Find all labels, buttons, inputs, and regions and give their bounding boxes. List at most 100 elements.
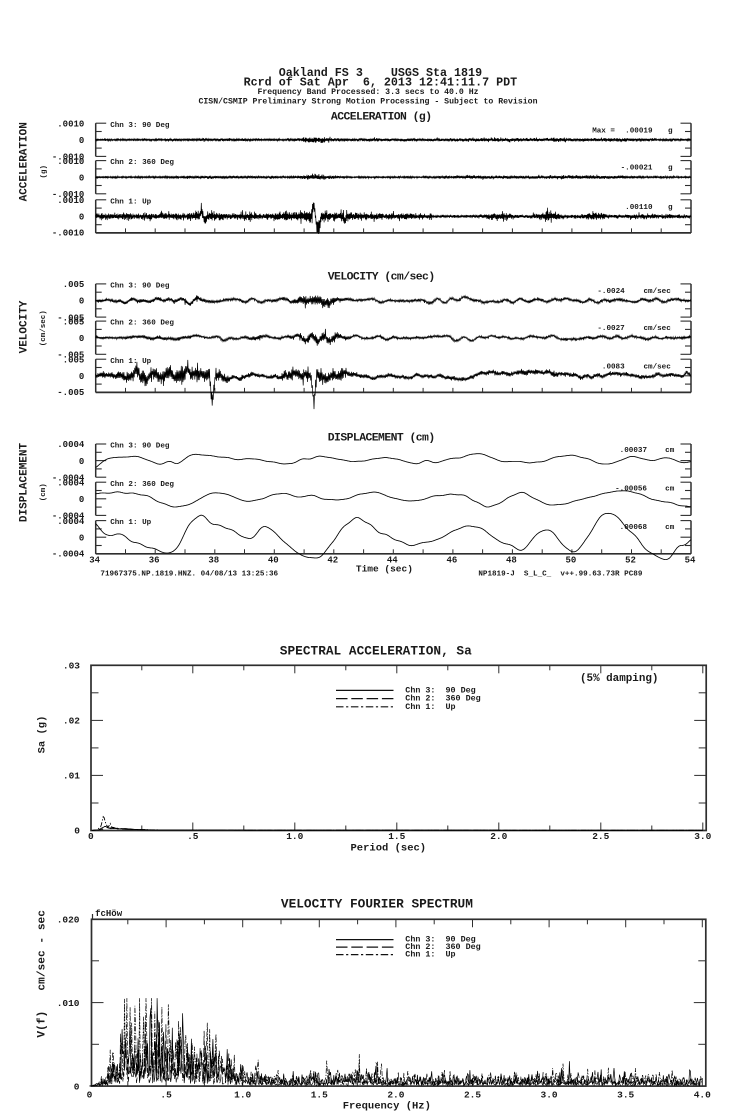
svg-text:.00037: .00037: [620, 447, 648, 455]
svg-text:4.0: 4.0: [694, 1090, 711, 1101]
svg-text:0: 0: [87, 1090, 93, 1101]
svg-text:71967375.NP.1819.HNZ. 04/08/13: 71967375.NP.1819.HNZ. 04/08/13 13:25:36: [100, 570, 278, 578]
svg-text:.02: .02: [63, 716, 80, 727]
svg-text:.020: .020: [57, 914, 80, 925]
svg-text:DISPLACEMENT (cm): DISPLACEMENT (cm): [328, 432, 435, 444]
svg-text:38: 38: [208, 555, 219, 565]
svg-text:0: 0: [79, 334, 84, 344]
svg-text:.0010: .0010: [57, 196, 84, 206]
svg-text:Chn 2: 360 Deg: Chn 2: 360 Deg: [110, 320, 174, 328]
svg-text:52: 52: [625, 555, 636, 565]
svg-text:cm: cm: [665, 486, 675, 494]
svg-text:3.0: 3.0: [694, 831, 711, 842]
svg-text:Sa (g): Sa (g): [37, 716, 49, 754]
svg-text:Chn 1: Up: Chn 1: Up: [110, 198, 151, 206]
svg-text:Chn 1: Up: Chn 1: Up: [110, 358, 151, 366]
svg-text:DISPLACEMENT: DISPLACEMENT: [18, 442, 30, 522]
svg-text:SPECTRAL ACCELERATION, Sa: SPECTRAL ACCELERATION, Sa: [280, 643, 472, 658]
svg-text:-.0024: -.0024: [597, 288, 625, 296]
svg-text:.0010: .0010: [57, 157, 84, 167]
svg-text:-.005: -.005: [57, 351, 84, 361]
svg-text:.5: .5: [160, 1090, 172, 1101]
svg-text:Oakland FS 3 USGS Sta 1819: Oakland FS 3 USGS Sta 1819: [279, 66, 482, 80]
svg-text:fcHöw: fcHöw: [95, 909, 123, 919]
svg-text:cm/sec: cm/sec: [643, 325, 671, 333]
svg-text:.0004: .0004: [57, 478, 85, 488]
svg-text:NP1819-J S_L_C_ v++.99.63.73: NP1819-J S_L_C_ v++.99.63.73R PC89: [478, 570, 642, 578]
svg-text:-.0004: -.0004: [52, 473, 85, 483]
svg-text:36: 36: [149, 555, 160, 565]
svg-text:1.5: 1.5: [388, 831, 405, 842]
svg-text:Max =: Max =: [592, 127, 615, 135]
svg-text:Chn 1: Up: Chn 1: Up: [110, 519, 151, 527]
svg-text:Chn 2: 360 Deg: Chn 2: 360 Deg: [110, 481, 174, 489]
svg-text:.00019: .00019: [625, 127, 653, 135]
svg-text:-.00021: -.00021: [621, 165, 653, 173]
svg-text:-.0010: -.0010: [52, 228, 84, 238]
svg-text:-.00056: -.00056: [615, 486, 647, 494]
svg-text:Chn 2: 360 Deg: Chn 2: 360 Deg: [405, 942, 480, 952]
svg-text:g: g: [668, 165, 673, 173]
svg-text:-.0010: -.0010: [52, 153, 84, 163]
svg-text:ACCELERATION (g): ACCELERATION (g): [331, 111, 432, 123]
svg-text:V(f) cm/sec - sec: V(f) cm/sec - sec: [37, 910, 49, 1038]
svg-text:Frequency (Hz): Frequency (Hz): [343, 1100, 431, 1112]
svg-text:VELOCITY FOURIER SPECTRUM: VELOCITY FOURIER SPECTRUM: [281, 897, 473, 912]
svg-text:Rcrd of Sat Apr 6, 2013 12:41: Rcrd of Sat Apr 6, 2013 12:41:11.7 PDT: [244, 76, 518, 90]
svg-text:CISN/CSMIP Preliminary Strong: CISN/CSMIP Preliminary Strong Motion Pro…: [198, 97, 537, 107]
svg-text:0: 0: [79, 457, 84, 467]
svg-text:0: 0: [79, 495, 84, 505]
svg-text:Chn 3: 90 Deg: Chn 3: 90 Deg: [405, 685, 475, 695]
svg-text:(5% damping): (5% damping): [580, 673, 658, 685]
svg-text:cm: cm: [665, 447, 675, 455]
svg-text:(g): (g): [40, 165, 48, 179]
svg-text:0: 0: [79, 297, 84, 307]
svg-text:Chn 2: 360 Deg: Chn 2: 360 Deg: [405, 694, 480, 704]
svg-text:VELOCITY: VELOCITY: [18, 300, 30, 353]
svg-text:cm/sec: cm/sec: [643, 288, 671, 296]
svg-text:Period (sec): Period (sec): [350, 843, 426, 855]
svg-text:0: 0: [79, 533, 84, 543]
svg-text:Chn 3: 90 Deg: Chn 3: 90 Deg: [110, 443, 170, 451]
svg-text:.01: .01: [63, 771, 80, 782]
svg-text:-.005: -.005: [57, 388, 84, 398]
svg-text:0: 0: [79, 213, 84, 223]
svg-text:0: 0: [74, 1081, 80, 1092]
svg-text:cm/sec: cm/sec: [643, 363, 671, 371]
svg-text:Frequency Band Processed: 3.3: Frequency Band Processed: 3.3 secs to 40…: [257, 87, 478, 97]
svg-text:2.0: 2.0: [490, 831, 507, 842]
svg-text:1.0: 1.0: [234, 1090, 251, 1101]
svg-text:2.5: 2.5: [592, 831, 609, 842]
svg-text:34: 34: [89, 555, 100, 565]
svg-text:cm: cm: [665, 524, 675, 532]
svg-text:VELOCITY (cm/sec): VELOCITY (cm/sec): [328, 272, 435, 284]
svg-text:Chn 2: 360 Deg: Chn 2: 360 Deg: [110, 159, 174, 167]
svg-text:48: 48: [506, 555, 517, 565]
svg-text:.0010: .0010: [57, 119, 84, 129]
svg-text:.5: .5: [187, 831, 199, 842]
svg-text:Time (sec): Time (sec): [356, 563, 413, 574]
svg-text:42: 42: [327, 555, 338, 565]
svg-text:0: 0: [79, 136, 84, 146]
svg-text:44: 44: [387, 555, 398, 565]
svg-text:3.0: 3.0: [541, 1090, 558, 1101]
svg-text:46: 46: [446, 555, 457, 565]
svg-text:.005: .005: [63, 280, 85, 290]
svg-text:1.5: 1.5: [311, 1090, 328, 1101]
svg-text:-.005: -.005: [57, 313, 84, 323]
svg-text:0: 0: [74, 826, 80, 837]
svg-text:3.5: 3.5: [617, 1090, 634, 1101]
svg-text:g: g: [668, 127, 673, 135]
svg-text:.005: .005: [63, 355, 85, 365]
svg-text:0: 0: [79, 372, 84, 382]
svg-text:-.0004: -.0004: [52, 549, 85, 559]
svg-text:40: 40: [268, 555, 279, 565]
svg-text:54: 54: [685, 555, 696, 565]
svg-text:Chn 3: 90 Deg: Chn 3: 90 Deg: [110, 122, 170, 130]
svg-text:2.5: 2.5: [464, 1090, 481, 1101]
svg-text:g: g: [668, 204, 673, 212]
svg-text:Chn 3: 90 Deg: Chn 3: 90 Deg: [405, 935, 475, 945]
svg-text:0: 0: [79, 173, 84, 183]
svg-text:Chn 1: Up: Chn 1: Up: [405, 950, 455, 960]
svg-text:(cm/sec): (cm/sec): [40, 310, 48, 346]
